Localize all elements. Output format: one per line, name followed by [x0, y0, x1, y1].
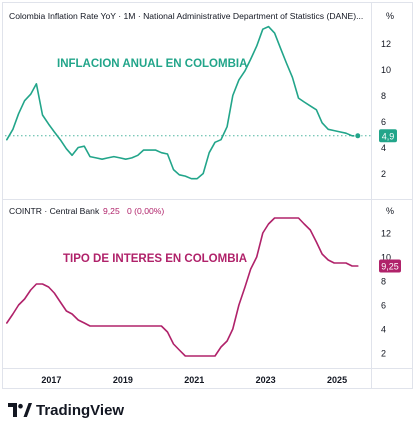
x-tick-label-2021: 2021 — [184, 375, 204, 385]
rate-last-value-badge[interactable] — [379, 259, 401, 273]
rate-header-change: 0 (0,00%) — [127, 206, 164, 216]
rate-y-tick-label: 12 — [381, 229, 391, 239]
x-tick-label-2023: 2023 — [256, 375, 276, 385]
rate-annotation: TIPO DE INTERES EN COLOMBIA — [63, 253, 247, 265]
inflation-y-tick-label: 4 — [381, 143, 386, 153]
rate-percent-label: % — [386, 206, 394, 216]
inflation-series-line[interactable] — [6, 25, 359, 180]
x-tick-label-2019: 2019 — [113, 375, 133, 385]
x-tick-label-2017: 2017 — [41, 375, 61, 385]
inflation-percent-label: % — [386, 11, 394, 21]
rate-header-value: 9,25 — [103, 206, 120, 216]
inflation-y-tick-label: 12 — [381, 39, 391, 49]
inflation-y-tick-label: 8 — [381, 91, 386, 101]
inflation-y-tick-label: 2 — [381, 169, 386, 179]
rate-y-tick-label: 4 — [381, 325, 386, 335]
x-tick-label-2025: 2025 — [327, 375, 347, 385]
inflation-last-value-label: 4,9 — [382, 131, 395, 141]
rate-y-tick-label: 2 — [381, 349, 386, 359]
inflation-annotation: INFLACION ANUAL EN COLOMBIA — [57, 58, 247, 70]
inflation-header-title: Colombia Inflation Rate YoY · 1M · Natio… — [9, 11, 363, 21]
inflation-last-value-badge[interactable] — [379, 129, 397, 143]
rate-header-title: COINTR · Central Bank — [9, 206, 100, 216]
rate-last-value-label: 9,25 — [381, 262, 399, 272]
rate-series-line[interactable] — [6, 217, 359, 357]
chart-frame — [2, 2, 413, 389]
tradingview-brand[interactable]: TradingView — [8, 400, 124, 420]
inflation-y-tick-label: 10 — [381, 65, 391, 75]
rate-y-tick-label: 8 — [381, 277, 386, 287]
tradingview-logo-icon — [8, 403, 32, 417]
rate-y-tick-label: 10 — [381, 253, 391, 263]
rate-y-tick-label: 6 — [381, 301, 386, 311]
inflation-y-tick-label: 6 — [381, 117, 386, 127]
inflation-last-point[interactable] — [354, 132, 362, 140]
brand-name: TradingView — [36, 401, 125, 419]
